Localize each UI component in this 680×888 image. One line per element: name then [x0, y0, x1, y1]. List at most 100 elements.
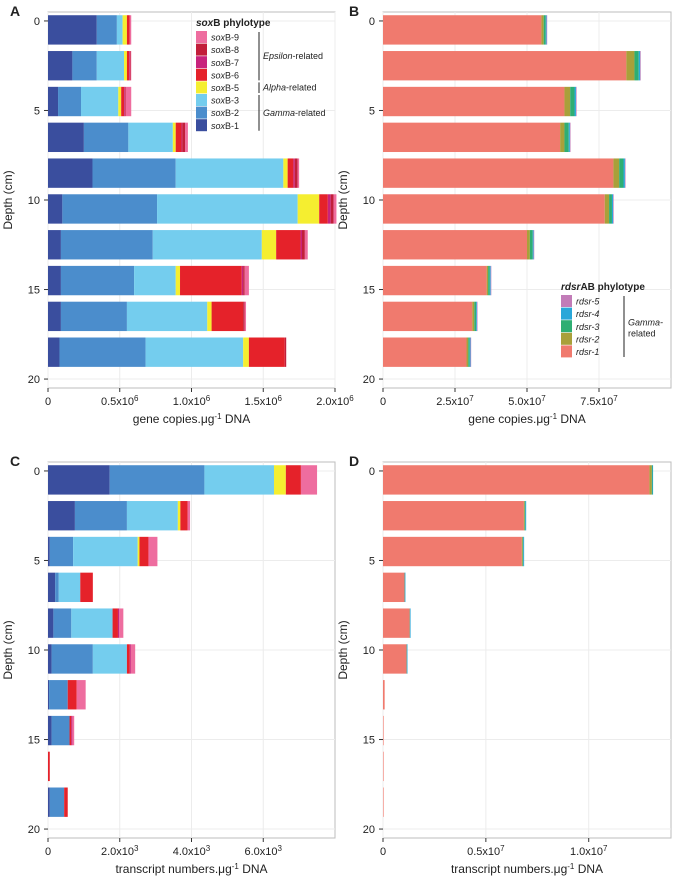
bar-soxB-3-depth-14.5	[134, 265, 176, 296]
panel-b: 0 5 10 15 20 0 2.5x107 5.0x107 7.5x107 gene copie…	[336, 3, 672, 426]
legend-swatch-soxB-8	[196, 43, 207, 56]
x-tick-label: 0	[45, 396, 51, 408]
bar-soxB-7-depth-2.5	[129, 51, 130, 81]
bar-soxB-3-depth-10.5	[92, 644, 127, 674]
bar-rdsr-4-depth-18.5	[469, 337, 471, 367]
bar-rdsr-1-depth-4.5	[383, 536, 522, 567]
bar-rdsr-3-depth-12.5	[529, 230, 533, 260]
bar-rdsr-1-depth-14.5	[383, 715, 384, 746]
legend-swatch-soxB-2	[196, 106, 207, 119]
bar-soxB-6-depth-12.5	[276, 230, 301, 260]
bar-soxB-2-depth-6.5	[83, 122, 129, 153]
bar-soxB-6-depth-18.5	[64, 787, 68, 817]
bar-soxB-7-depth-8.5	[293, 158, 295, 188]
bar-soxB-8-depth-18.5	[284, 337, 287, 367]
x-axis-label: transcript numbers.μg-1 DNA	[451, 862, 603, 877]
bar-rdsr-4-depth-10.5	[611, 194, 614, 224]
panel-label: C	[10, 453, 20, 469]
bar-rdsr-2-depth-8.5	[613, 158, 620, 188]
bar-soxB-2-depth-4.5	[58, 86, 82, 117]
bar-rdsr-3-depth-0.5	[543, 15, 546, 45]
y-axis-label: Depth (cm)	[1, 170, 15, 229]
bar-rdsr-2-depth-10.5	[604, 194, 610, 224]
y-tick-label: 0	[369, 466, 375, 478]
bar-rdsr-4-depth-2.5	[525, 501, 527, 531]
bar-soxB-5-depth-4.5	[137, 536, 140, 567]
bar-soxB-1-depth-8.5	[48, 608, 54, 638]
y-tick-label: 5	[34, 105, 40, 117]
bar-rdsr-1-depth-6.5	[383, 122, 561, 153]
bar-rdsr-1-depth-12.5	[383, 230, 527, 260]
bar-soxB-3-depth-4.5	[73, 536, 138, 567]
legend-swatch-rdsr-4	[561, 307, 572, 320]
bar-rdsr-3-depth-8.5	[619, 158, 624, 188]
bar-soxB-6-depth-8.5	[112, 608, 118, 638]
bar-soxB-7-depth-12.5	[300, 230, 302, 260]
bar-soxB-5-depth-14.5	[175, 265, 181, 296]
bar-soxB-2-depth-2.5	[74, 501, 127, 531]
bar-soxB-9-depth-0.5	[129, 15, 132, 45]
bar-soxB-8-depth-14.5	[243, 265, 245, 296]
bar-soxB-1-depth-12.5	[48, 230, 61, 260]
bar-soxB-8-depth-6.5	[182, 122, 186, 153]
bar-rdsr-1-depth-6.5	[383, 572, 405, 603]
bar-rdsr-1-depth-12.5	[383, 680, 385, 710]
bar-soxB-6-depth-10.5	[126, 644, 130, 674]
y-tick-label: 5	[34, 555, 40, 567]
y-tick-label: 15	[28, 285, 40, 297]
bar-rdsr-4-depth-2.5	[638, 51, 641, 81]
x-axis-label: gene copies.μg-1 DNA	[133, 412, 250, 427]
legend-label-rdsr-4: rdsr-4	[576, 309, 599, 319]
bar-soxB-9-depth-16.5	[244, 301, 247, 332]
bar-rdsr-1-depth-4.5	[383, 86, 565, 117]
x-tick-label: 2.0x103	[101, 844, 139, 859]
bar-soxB-5-depth-0.5	[274, 465, 286, 495]
bar-rdsr-2-depth-6.5	[560, 122, 565, 153]
bar-soxB-1-depth-4.5	[48, 536, 50, 567]
bar-rdsr-1-depth-10.5	[383, 194, 605, 224]
x-axis-label: transcript numbers.μg-1 DNA	[115, 862, 267, 877]
bar-rdsr-5-depth-18.5	[470, 337, 472, 367]
bar-rdsr-1-depth-18.5	[383, 787, 384, 817]
bar-rdsr-1-depth-16.5	[383, 301, 473, 332]
legend-title: soxB phylotype	[196, 18, 271, 29]
bar-soxB-3-depth-10.5	[157, 194, 298, 224]
legend-group-label: Alpha-related	[262, 83, 317, 93]
bar-soxB-2-depth-18.5	[49, 787, 65, 817]
bar-rdsr-2-depth-4.5	[521, 536, 523, 567]
bar-soxB-5-depth-8.5	[283, 158, 288, 188]
bar-soxB-2-depth-2.5	[72, 51, 97, 81]
y-tick-label: 10	[363, 645, 375, 657]
legend-label-rdsr-2: rdsr-2	[576, 334, 599, 344]
bar-soxB-6-depth-10.5	[319, 194, 328, 224]
legend-swatch-soxB-1	[196, 119, 207, 132]
bar-soxB-5-depth-2.5	[177, 501, 181, 531]
x-tick-label: 2.0x106	[316, 394, 354, 409]
bar-rdsr-3-depth-14.5	[488, 265, 490, 296]
bar-soxB-1-depth-10.5	[48, 194, 63, 224]
bar-soxB-9-depth-10.5	[333, 194, 337, 224]
bar-soxB-6-depth-12.5	[67, 680, 77, 710]
bar-rdsr-4-depth-6.5	[404, 572, 406, 603]
bar-rdsr-5-depth-4.5	[575, 86, 577, 117]
bar-soxB-7-depth-8.5	[117, 608, 120, 638]
legend-swatch-soxB-6	[196, 68, 207, 81]
legend-swatch-rdsr-2	[561, 332, 572, 345]
bar-soxB-7-depth-10.5	[129, 644, 131, 674]
bar-soxB-2-depth-12.5	[60, 230, 153, 260]
legend-group-label: Gamma-related	[263, 108, 326, 118]
y-tick-label: 0	[369, 16, 375, 28]
legend-title: rdsrAB phylotype	[561, 282, 645, 293]
bar-soxB-2-depth-10.5	[51, 644, 93, 674]
bar-soxB-1-depth-0.5	[48, 15, 97, 45]
y-tick-label: 0	[34, 466, 40, 478]
x-tick-label: 0.5x106	[101, 394, 139, 409]
bar-soxB-1-depth-14.5	[48, 265, 61, 296]
x-tick-label: 0.5x107	[467, 844, 505, 859]
bar-soxB-5-depth-2.5	[124, 51, 127, 81]
bar-soxB-6-depth-2.5	[126, 51, 130, 81]
x-tick-label: 1.0x107	[570, 844, 608, 859]
x-tick-label: 0	[380, 396, 386, 408]
legend-label-soxB-9: soxB-9	[211, 33, 239, 43]
